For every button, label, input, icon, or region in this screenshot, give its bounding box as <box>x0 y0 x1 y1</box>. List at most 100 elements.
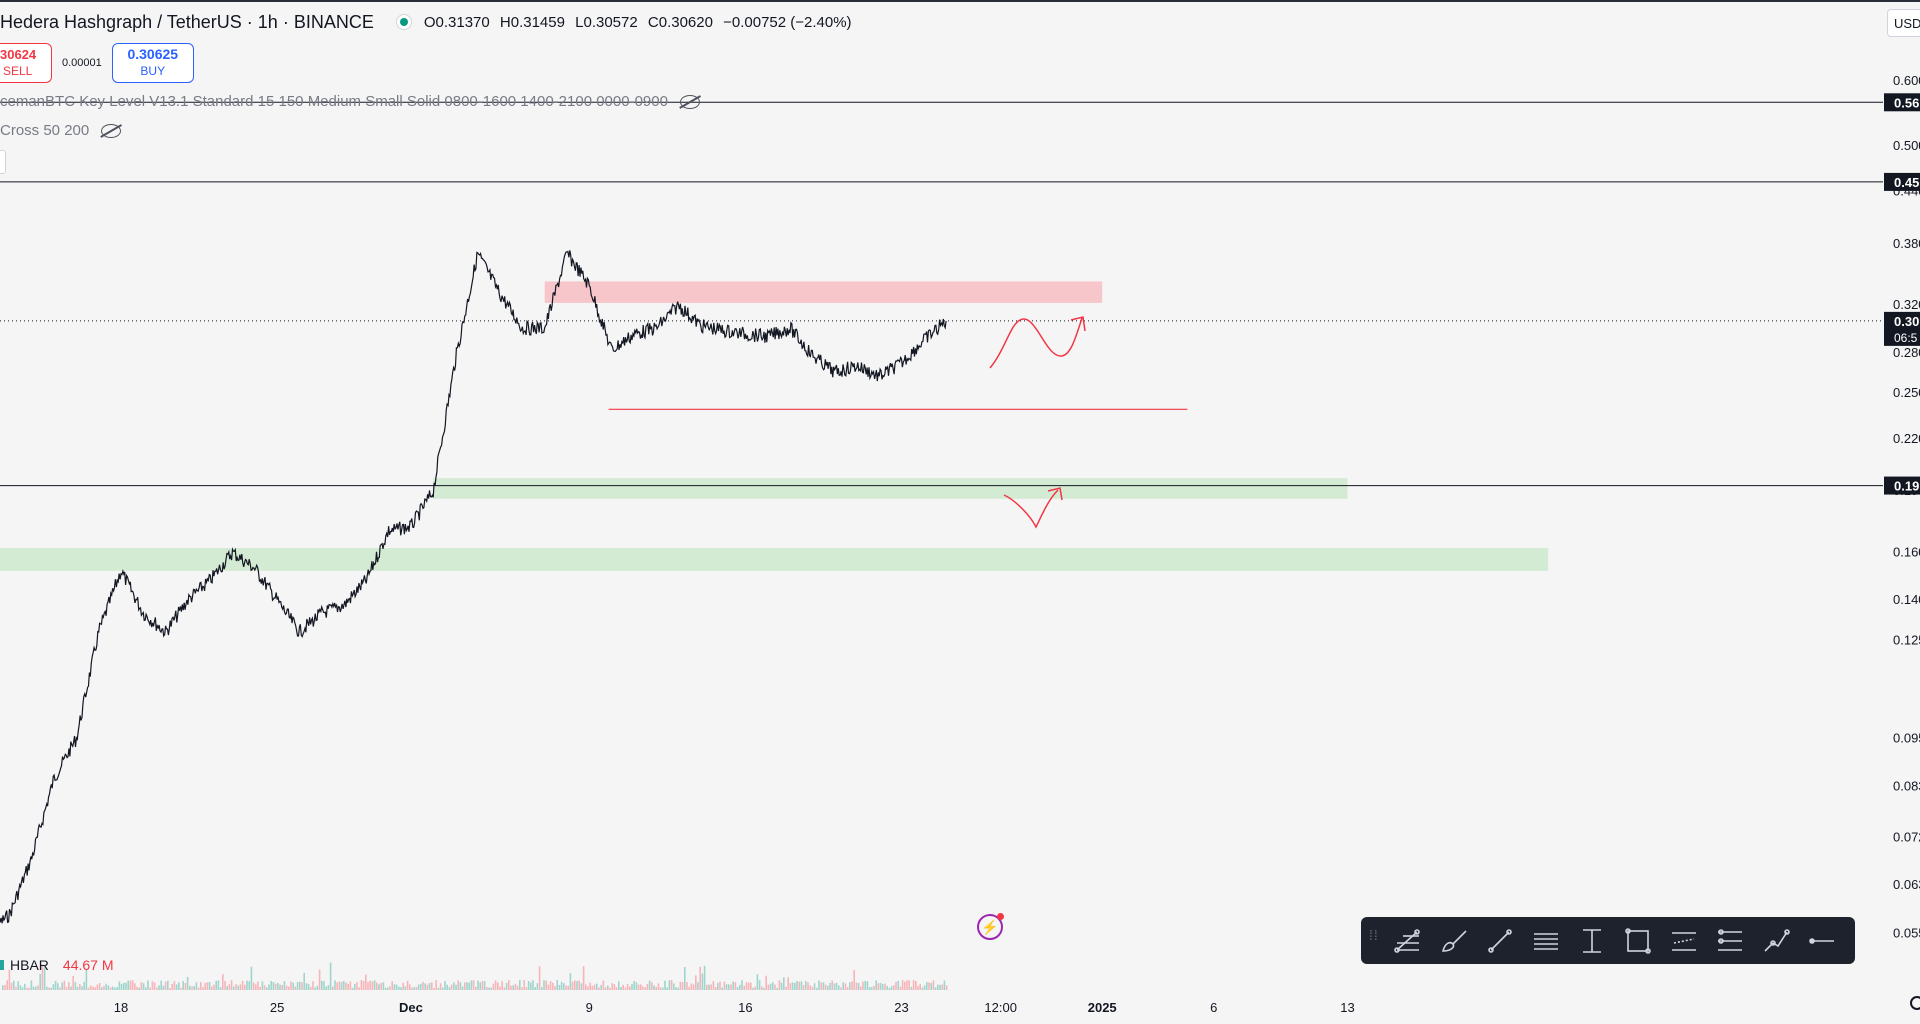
volume-bar <box>714 986 717 990</box>
volume-bar <box>686 982 688 990</box>
currency-button[interactable]: USDT <box>1887 9 1920 37</box>
sell-button[interactable]: 30624 SELL <box>0 43 52 83</box>
symbol-title[interactable]: Hedera Hashgraph / TetherUS · 1h · BINAN… <box>0 11 374 32</box>
volume-bar <box>871 986 873 990</box>
rectangle-icon[interactable] <box>1621 924 1655 958</box>
volume-bar <box>6 980 8 990</box>
volume-bar <box>8 969 11 990</box>
drag-handle-icon[interactable]: ⁞⁞ <box>1369 926 1379 943</box>
change-value: −0.00752 (−2.40%) <box>723 13 852 31</box>
volume-bar <box>547 984 550 990</box>
volume-bar <box>525 987 528 990</box>
fib-channel-icon[interactable] <box>1667 924 1701 958</box>
volume-bar <box>873 985 875 990</box>
time-tick-label: 6 <box>1210 1000 1217 1015</box>
volume-bar <box>631 983 633 990</box>
volume-bar <box>633 981 635 990</box>
volume-bar <box>239 984 242 990</box>
path-icon[interactable] <box>1759 924 1793 958</box>
volume-bar <box>492 983 495 990</box>
settings-icon[interactable] <box>1910 996 1920 1010</box>
volume-bar <box>268 984 270 990</box>
volume-bar <box>893 985 895 990</box>
volume-bar <box>162 985 165 990</box>
price-range-icon[interactable] <box>1575 924 1609 958</box>
trend-line-icon[interactable] <box>1483 924 1517 958</box>
volume-bar <box>310 987 312 990</box>
lightning-icon[interactable]: ⚡ <box>977 913 1004 940</box>
brush-icon[interactable] <box>1437 924 1471 958</box>
volume-bar <box>345 982 347 990</box>
volume-bar <box>813 983 816 990</box>
fib-retracement-icon[interactable] <box>1391 924 1425 958</box>
volume-bar <box>886 985 888 990</box>
volume-bar <box>554 986 556 990</box>
volume-bar <box>604 987 607 990</box>
volume-bar <box>717 982 719 990</box>
volume-bar <box>919 983 921 990</box>
volume-bar <box>849 982 851 990</box>
volume-bar <box>222 974 224 990</box>
volume-bar <box>596 983 598 990</box>
support-zone <box>0 548 1549 571</box>
volume-bar <box>15 986 17 990</box>
price-tick-label: 0.500 <box>1893 138 1920 153</box>
volume-bar <box>477 980 479 990</box>
volume-bar <box>266 987 268 990</box>
volume-bar <box>323 981 325 990</box>
volume-bar <box>743 985 745 990</box>
volume-bar <box>235 984 237 990</box>
pitchfork-icon[interactable] <box>1713 924 1747 958</box>
volume-bar <box>829 982 831 990</box>
time-tick-label: 16 <box>738 1000 752 1015</box>
hidden-eye-icon[interactable] <box>101 123 122 138</box>
indicator-cross[interactable]: Cross 50 200 <box>0 122 122 139</box>
volume-bar <box>846 987 849 990</box>
volume-bar <box>160 980 162 990</box>
volume-bar <box>822 982 825 990</box>
indicator-key-level[interactable]: cemanBTC Key Level V13.1 Standard 15 150… <box>0 93 700 110</box>
volume-bar <box>52 984 55 990</box>
volume-bar <box>303 972 305 990</box>
volume-bar <box>651 982 653 990</box>
volume-bar <box>365 974 367 990</box>
volume-bar <box>796 981 798 990</box>
volume-bar <box>406 980 409 990</box>
volume-bar <box>783 977 785 990</box>
volume-bar <box>426 984 429 990</box>
volume-bar <box>281 985 283 990</box>
volume-bar <box>941 984 943 990</box>
volume-bar <box>576 981 578 990</box>
volume-bar <box>877 983 880 990</box>
volume-bar <box>600 984 602 990</box>
ohlc-values: O0.31370 H0.31459 L0.30572 C0.30620 −0.0… <box>424 14 858 31</box>
volume-bar <box>888 987 891 990</box>
volume-bar <box>28 987 30 990</box>
hidden-eye-icon[interactable] <box>679 94 700 109</box>
volume-bar <box>250 966 253 990</box>
collapse-indicators-button[interactable] <box>0 150 6 174</box>
volume-bar <box>83 981 85 990</box>
volume-bar <box>486 987 488 990</box>
volume-bar <box>336 982 338 990</box>
volume-bar <box>175 984 178 990</box>
volume-bar <box>358 987 360 990</box>
volume-bar <box>582 966 585 990</box>
parallel-channel-icon[interactable] <box>1529 924 1563 958</box>
volume-bar <box>723 981 726 990</box>
volume-bar <box>94 987 96 990</box>
volume-bar <box>35 986 37 990</box>
volume-bar <box>706 984 708 990</box>
time-tick-label: 25 <box>270 1000 284 1015</box>
volume-bar <box>384 987 387 990</box>
volume-bar <box>668 980 671 990</box>
buy-button[interactable]: 0.30625 BUY <box>111 43 194 83</box>
volume-bar <box>912 980 915 990</box>
volume-bar <box>338 981 341 990</box>
volume-bar <box>908 980 910 990</box>
horizontal-ray-icon[interactable] <box>1805 924 1839 958</box>
volume-bar <box>679 981 682 990</box>
volume-bar <box>736 987 739 990</box>
volume-bar <box>398 986 400 990</box>
